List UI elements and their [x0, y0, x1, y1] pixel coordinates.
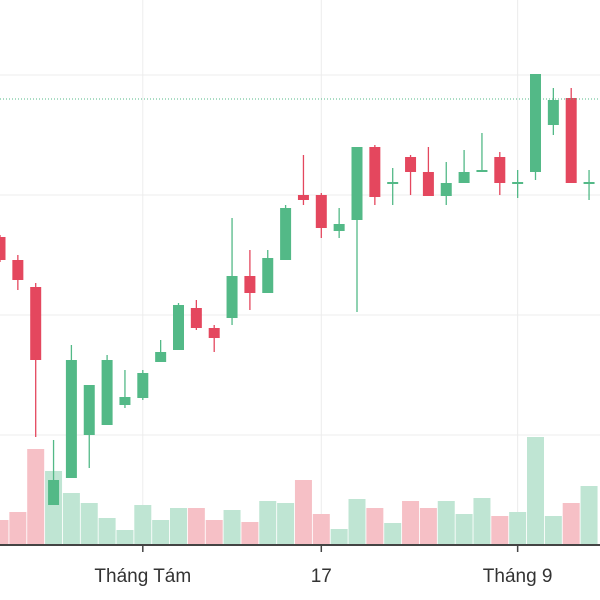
- candle-body: [65, 360, 77, 478]
- volume-bar: [527, 437, 544, 545]
- volume-bar: [80, 503, 98, 545]
- candle-body: [530, 74, 541, 172]
- volume-bar: [152, 520, 170, 545]
- candle-body: [565, 98, 577, 183]
- volume-bar: [437, 501, 455, 545]
- candle-body: [422, 172, 434, 196]
- volume-bar: [27, 449, 45, 545]
- candle-body: [583, 182, 595, 184]
- x-tick-label: 17: [311, 566, 332, 587]
- volume-bar: [509, 512, 527, 545]
- volume-bar: [366, 508, 384, 545]
- candle-body: [48, 480, 60, 505]
- volume-bar: [312, 514, 330, 545]
- volume-bar: [473, 498, 491, 545]
- candle-body: [173, 305, 184, 350]
- volume-bar: [562, 503, 580, 545]
- candle-body: [476, 170, 488, 172]
- volume-bar: [294, 480, 312, 545]
- candle-body: [405, 157, 417, 172]
- volume-bar: [348, 499, 366, 545]
- volume-bar: [384, 523, 402, 545]
- candle-body: [369, 147, 381, 197]
- volume-bar: [419, 508, 437, 545]
- candle-body: [0, 237, 6, 260]
- volume-bar: [9, 512, 27, 545]
- volume-bar: [170, 508, 187, 545]
- volume-bar: [241, 522, 259, 545]
- candle-body: [297, 195, 309, 200]
- candle-body: [208, 328, 220, 338]
- candle-body: [226, 276, 238, 318]
- volume-bar: [277, 503, 295, 545]
- candle-body: [190, 308, 202, 328]
- candle-body: [494, 157, 506, 183]
- candle-body: [280, 208, 292, 260]
- candle-body: [244, 276, 256, 293]
- candle-body: [458, 172, 470, 183]
- volume-bar: [62, 493, 80, 545]
- candle-body: [119, 397, 131, 405]
- volume-bar: [259, 501, 277, 545]
- volume-bar: [205, 520, 223, 545]
- volume-bar: [116, 530, 134, 545]
- candle-body: [137, 373, 149, 398]
- volume-bar: [544, 516, 562, 545]
- volume-bar: [134, 505, 152, 545]
- volume-bar: [402, 501, 420, 545]
- candle-body: [351, 147, 363, 220]
- volume-bar: [98, 518, 116, 545]
- volume-bar: [491, 516, 509, 545]
- candle-body: [12, 260, 24, 280]
- candle-body: [101, 360, 113, 425]
- candle-body: [30, 287, 42, 360]
- x-tick-label: Tháng 9: [483, 566, 553, 587]
- candle-body: [315, 195, 327, 228]
- candle-body: [512, 182, 524, 184]
- candle-body: [262, 258, 274, 293]
- x-tick-label: Tháng Tám: [94, 566, 191, 587]
- candle-body: [547, 100, 559, 125]
- volume-bar: [187, 508, 205, 545]
- candle-body: [333, 224, 345, 231]
- candle-body: [440, 183, 452, 196]
- candle-body: [155, 352, 167, 362]
- volume-bar: [455, 514, 473, 545]
- volume-bar: [580, 486, 598, 545]
- candle-body: [387, 182, 399, 184]
- volume-bar: [0, 520, 9, 545]
- volume-bar: [330, 529, 348, 545]
- volume-bar: [223, 510, 241, 545]
- candle-body: [83, 385, 95, 435]
